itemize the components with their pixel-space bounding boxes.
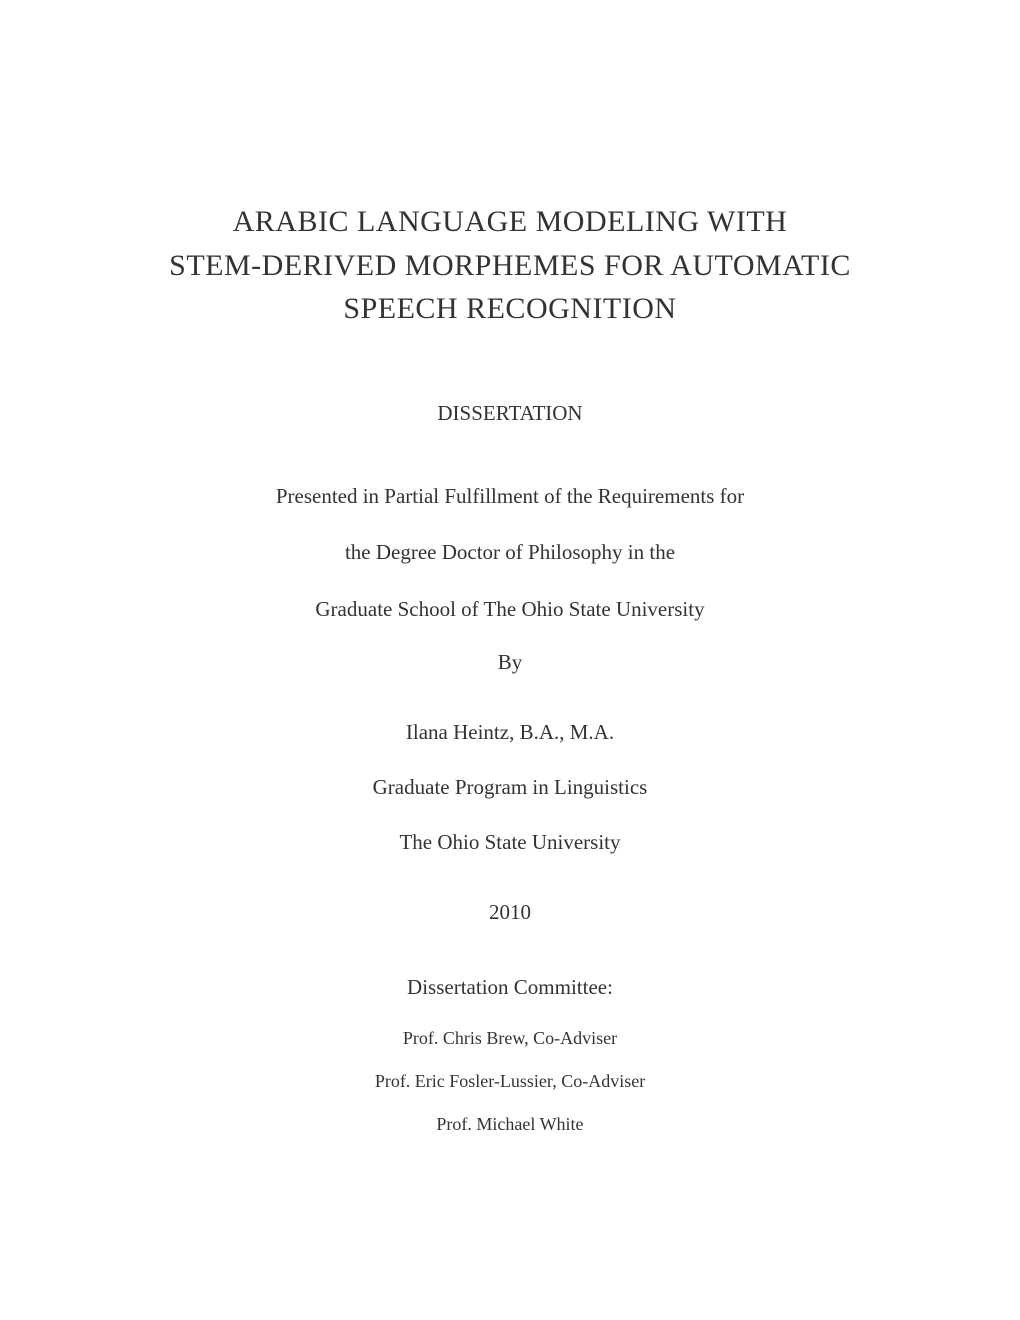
title-line-1: ARABIC LANGUAGE MODELING WITH <box>0 200 1020 244</box>
fulfillment-line-1: Presented in Partial Fulfillment of the … <box>0 481 1020 513</box>
committee-member-1: Prof. Chris Brew, Co-Adviser <box>0 1028 1020 1049</box>
by-label: By <box>0 650 1020 675</box>
fulfillment-line-2: the Degree Doctor of Philosophy in the <box>0 537 1020 569</box>
author-name: Ilana Heintz, B.A., M.A. <box>0 720 1020 745</box>
dissertation-label: DISSERTATION <box>0 401 1020 426</box>
committee-heading: Dissertation Committee: <box>0 975 1020 1000</box>
title-line-3: SPEECH RECOGNITION <box>0 287 1020 331</box>
title-line-2: STEM-DERIVED MORPHEMES FOR AUTOMATIC <box>0 244 1020 288</box>
year: 2010 <box>0 900 1020 925</box>
university-name: The Ohio State University <box>0 830 1020 855</box>
fulfillment-line-3: Graduate School of The Ohio State Univer… <box>0 594 1020 626</box>
dissertation-title: ARABIC LANGUAGE MODELING WITH STEM-DERIV… <box>0 200 1020 331</box>
graduate-program: Graduate Program in Linguistics <box>0 775 1020 800</box>
committee-member-2: Prof. Eric Fosler-Lussier, Co-Adviser <box>0 1071 1020 1092</box>
committee-member-3: Prof. Michael White <box>0 1114 1020 1135</box>
